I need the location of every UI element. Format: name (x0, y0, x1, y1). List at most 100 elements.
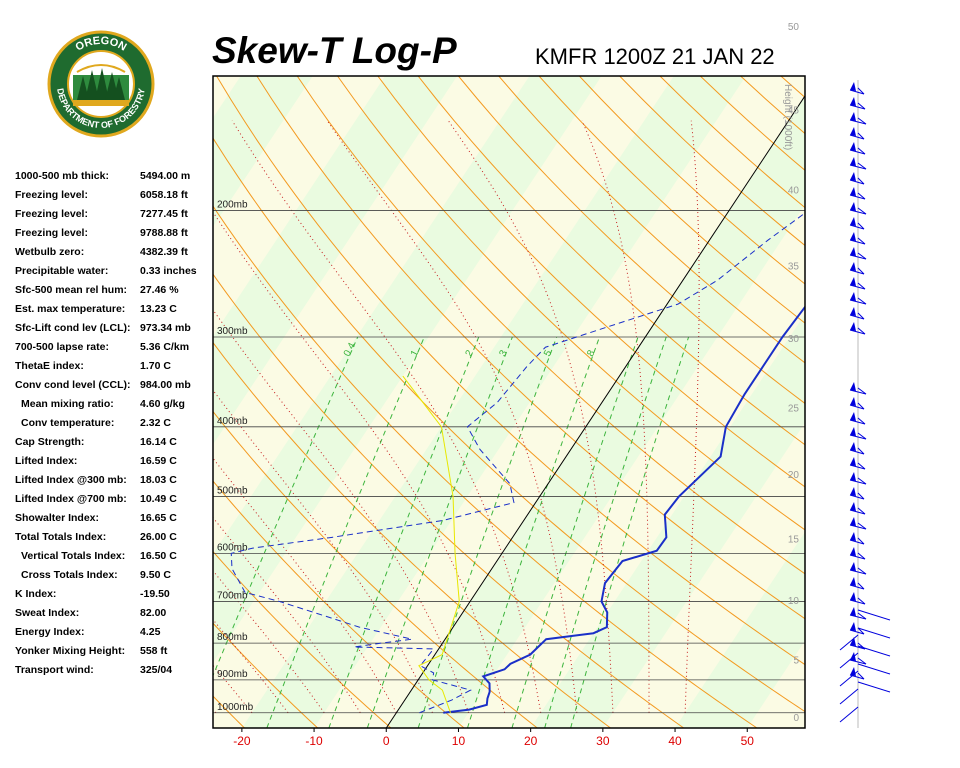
mixing-ratio-label: 2 (464, 348, 477, 358)
wind-barb (849, 577, 865, 590)
moist-adiabat (213, 309, 470, 713)
wind-barb (849, 232, 866, 245)
index-label: Mean mixing ratio: (21, 398, 114, 410)
wind-barb (849, 457, 866, 470)
index-value: 973.34 mb (140, 322, 191, 334)
plot-frame (212, 75, 806, 729)
wind-barb (849, 142, 866, 155)
wind-barb (849, 412, 866, 425)
index-value: 18.03 C (140, 474, 177, 486)
mixing-ratio-label: 1 (409, 348, 422, 358)
freezing-isotherm (385, 95, 805, 728)
index-row: Energy Index: 4.25 (15, 624, 210, 643)
height-axis-label: Height (1000ft) (782, 84, 793, 150)
pressure-label: 500mb (217, 485, 248, 496)
index-value: 325/04 (140, 664, 173, 676)
parcel-trace (402, 375, 460, 713)
wind-barb (849, 82, 865, 95)
wind-barb (849, 442, 865, 455)
dry-adiabat (213, 480, 465, 728)
dewpoint-trace (230, 212, 805, 714)
index-value: 6058.18 ft (140, 189, 188, 201)
index-value: 1.70 C (140, 360, 171, 372)
index-label: Precipitable water: (15, 265, 109, 277)
wind-barb (849, 322, 866, 335)
mixing-ratio-label: 3 (497, 348, 510, 358)
height-tick-label: 30 (788, 334, 800, 345)
wind-barb (839, 627, 891, 669)
index-row: Yonker Mixing Height: 558 ft (15, 643, 210, 662)
dry-adiabat (337, 76, 805, 531)
index-label: Transport wind: (15, 664, 94, 676)
dry-adiabat (498, 76, 805, 364)
x-tick-label: -10 (305, 734, 323, 748)
moist-adiabat (581, 120, 650, 713)
wind-barb (849, 517, 867, 530)
temperature-band (0, 76, 168, 728)
dry-adiabat (213, 137, 805, 713)
logo-text-top: OREGON (74, 35, 129, 54)
height-tick-label: 40 (788, 185, 800, 196)
temperature-trace (443, 305, 805, 714)
index-row: 1000-500 mb thick: 5494.00 m (15, 168, 210, 187)
dry-adiabat (256, 76, 805, 620)
temperature-band (530, 313, 805, 728)
pressure-label: 600mb (217, 542, 248, 553)
index-row: Showalter Index: 16.65 C (15, 510, 210, 529)
index-row: Freezing level: 7277.45 ft (15, 206, 210, 225)
dry-adiabat (213, 550, 392, 728)
index-label: Yonker Mixing Height: (15, 645, 126, 657)
wind-barb (849, 217, 865, 230)
index-label: Vertical Totals Index: (21, 550, 126, 562)
index-value: 4382.39 ft (140, 246, 188, 258)
moist-adiabat (213, 708, 217, 714)
index-label: Lifted Index: (15, 455, 78, 467)
index-row: Lifted Index @300 mb: 18.03 C (15, 472, 210, 491)
wind-barb (839, 609, 891, 651)
wind-barb (849, 607, 867, 620)
index-row: Lifted Index @700 mb: 10.49 C (15, 491, 210, 510)
index-value: 2.32 C (140, 417, 171, 429)
wind-barb (849, 262, 865, 275)
mixing-ratio-line (266, 336, 425, 728)
index-value: 5.36 C/km (140, 341, 190, 353)
index-label: Wetbulb zero: (15, 246, 85, 258)
index-value: 558 ft (140, 645, 168, 657)
pressure-label: 400mb (217, 416, 248, 427)
index-value: 4.25 (140, 626, 161, 638)
mixing-ratio-label: 8 (585, 348, 598, 358)
dry-adiabat (213, 622, 319, 728)
temperature-band (213, 76, 241, 118)
height-tick-label: 5 (793, 655, 799, 666)
index-value: 9.50 C (140, 569, 171, 581)
index-label: K Index: (15, 588, 57, 600)
wind-barb (839, 681, 891, 723)
mixing-ratio-label: 5 (542, 348, 555, 358)
height-tick-label: 0 (793, 713, 799, 724)
height-tick-label: 50 (788, 22, 800, 33)
height-tick-label: 15 (788, 534, 800, 545)
wind-barb (849, 157, 867, 170)
index-value: 16.59 C (140, 455, 177, 467)
index-label: 700-500 lapse rate: (15, 341, 109, 353)
wind-barb (849, 502, 866, 515)
dry-adiabat (0, 76, 171, 728)
moist-adiabat (213, 211, 506, 713)
index-row: Lifted Index: 16.59 C (15, 453, 210, 472)
mixing-ratio-line (366, 336, 513, 728)
temperature-band (458, 204, 805, 728)
index-label: Conv temperature: (21, 417, 115, 429)
wind-barb (849, 277, 866, 290)
temperature-band (602, 422, 805, 728)
dry-adiabat (296, 76, 805, 575)
dry-adiabat (216, 76, 805, 666)
index-row: Precipitable water: 0.33 inches (15, 263, 210, 282)
wind-barb (839, 645, 891, 687)
wind-barb (849, 592, 866, 605)
wind-barb (849, 112, 867, 125)
dry-adiabat (213, 695, 245, 728)
wind-barb (849, 247, 867, 260)
wind-barb (849, 202, 867, 215)
mixing-ratio-line (511, 336, 639, 728)
